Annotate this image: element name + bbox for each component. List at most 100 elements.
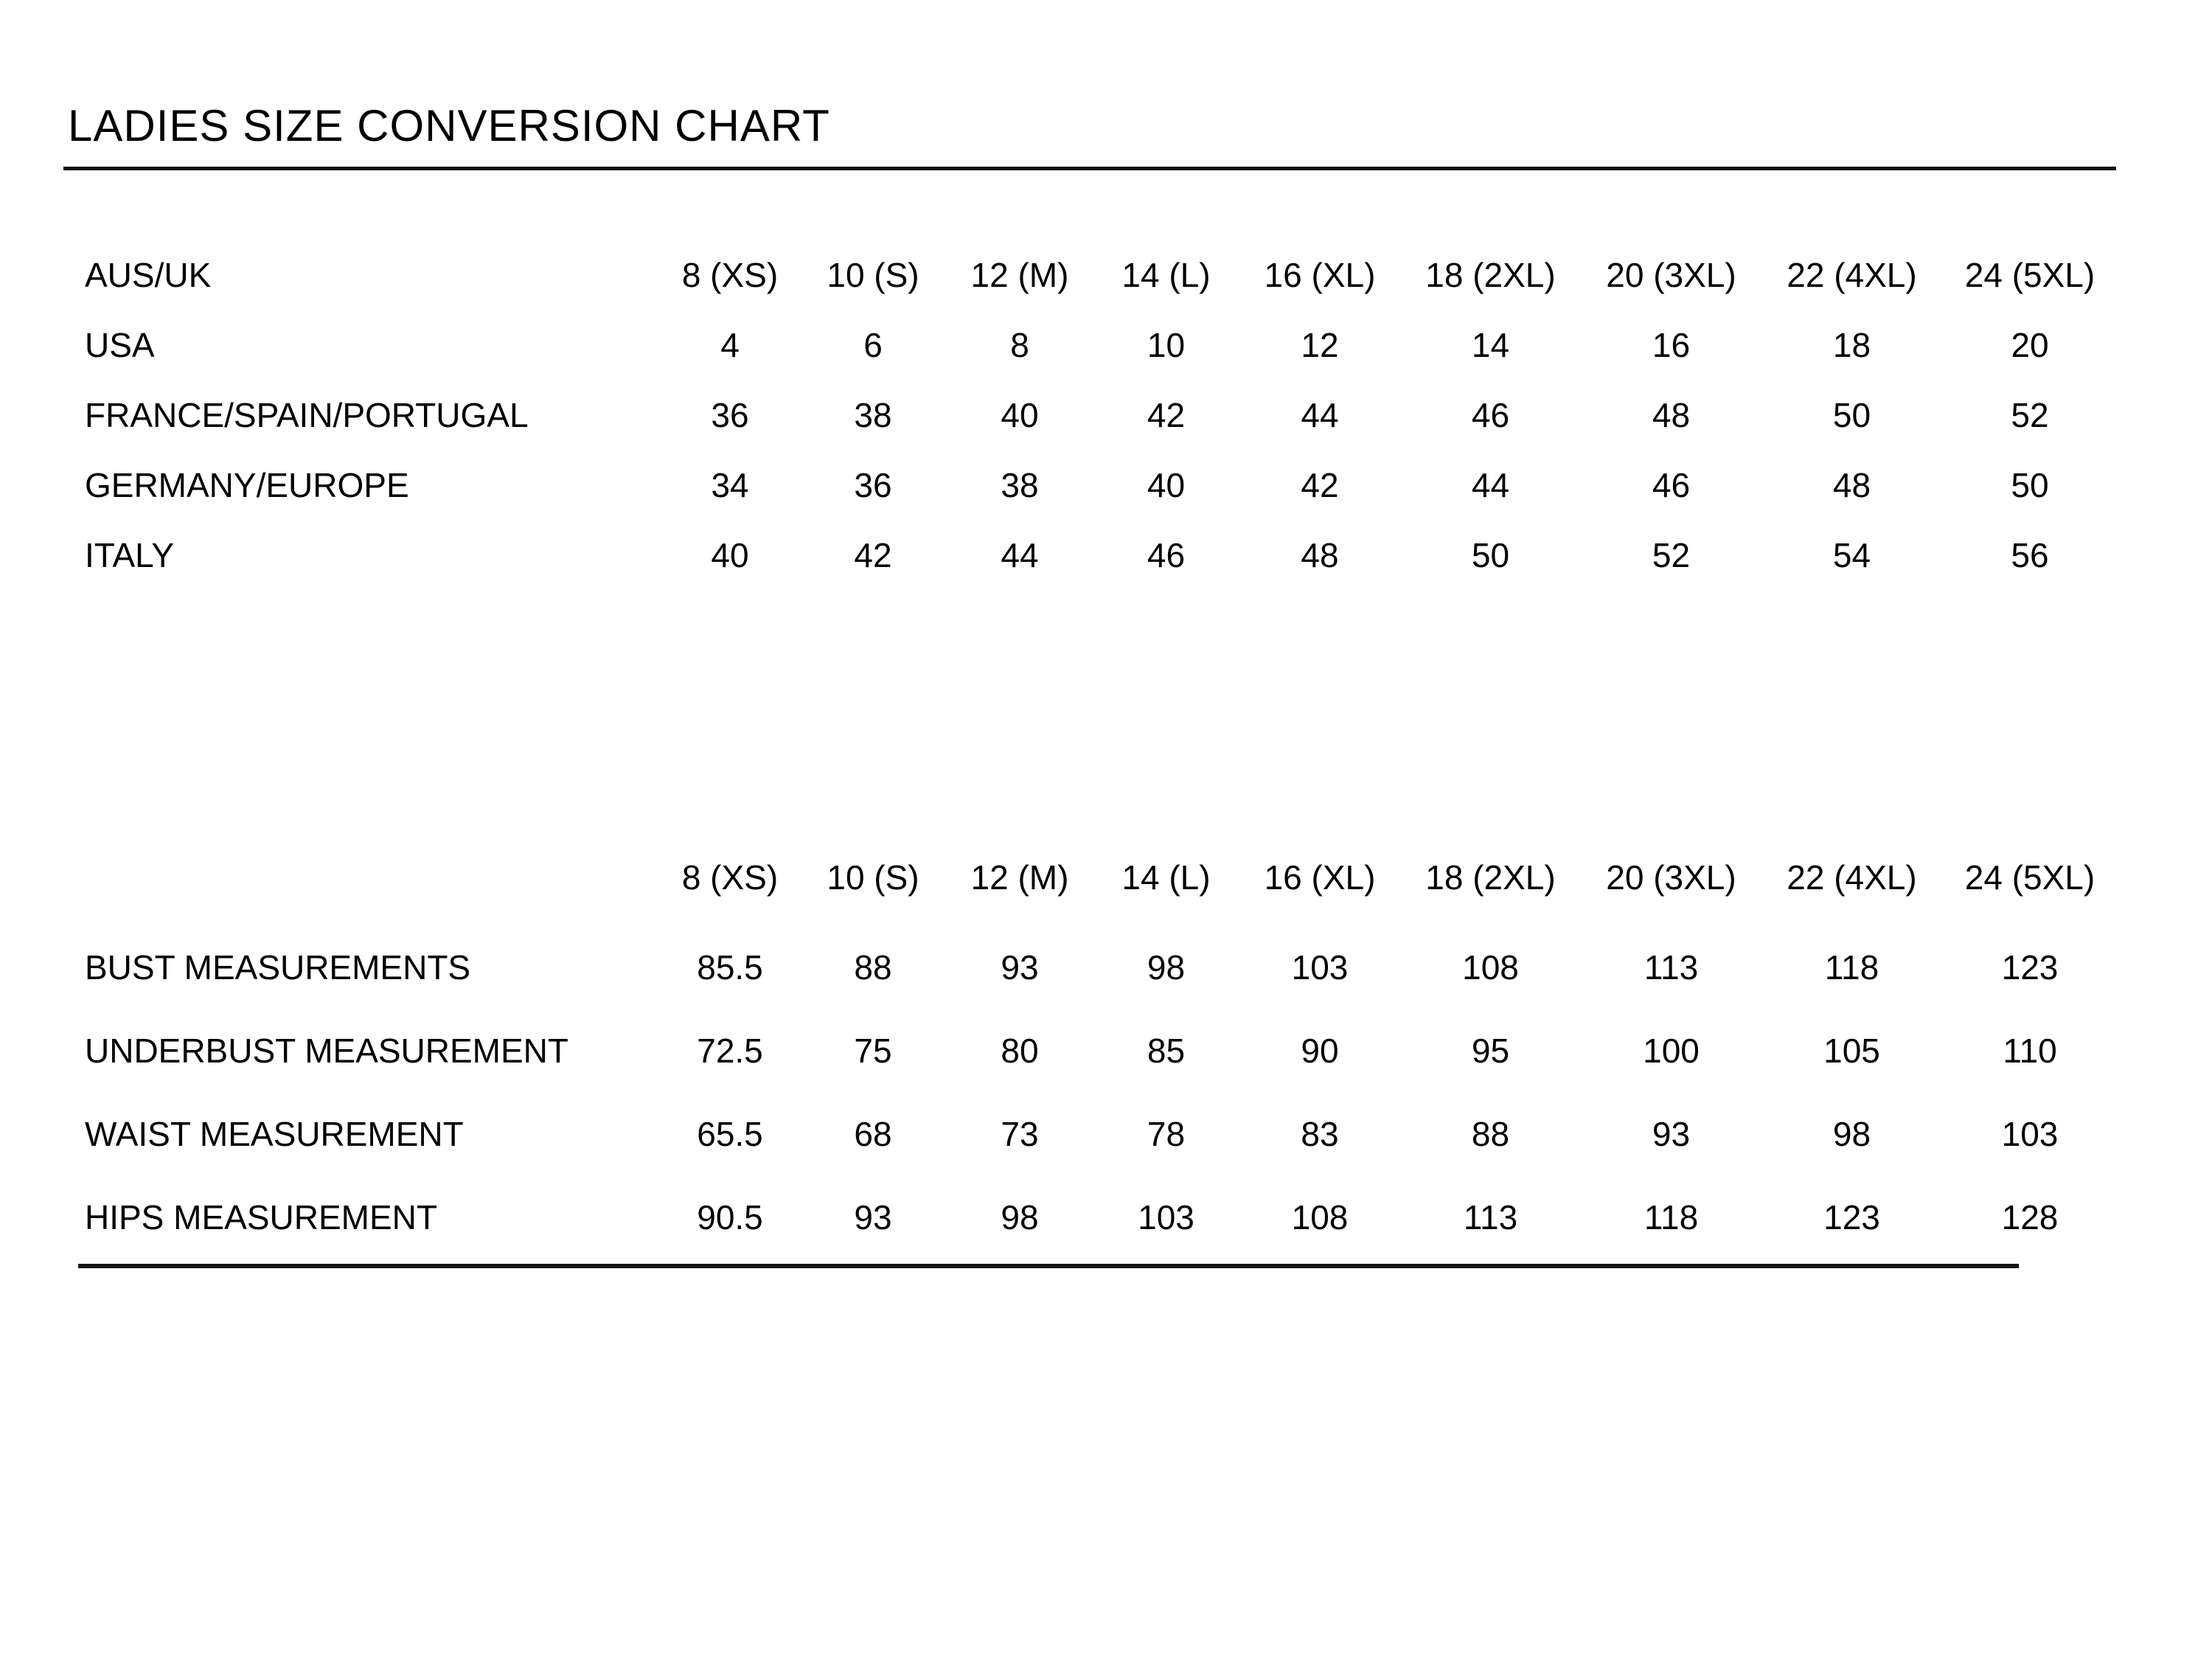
table-cell: 6 [863,325,883,364]
size-column-header: 24 (5XL) [1964,255,2096,294]
table-header-row: AUS/UK 8 (XS) 10 (S) 12 (M) 14 (L) 16 (XL) 18 … [85,240,2118,310]
row-label: FRANCE/SPAIN/PORTUGAL [85,395,529,434]
table-row: HIPS MEASUREMENT 90.5 93 98 103 108 113 118 123 1… [85,1175,2118,1259]
table-cell: 46 [1147,535,1186,574]
table-cell: 46 [1471,395,1510,434]
size-column-header: 12 (M) [970,255,1069,294]
table-cell: 110 [2003,1031,2057,1070]
size-column-header: 8 (XS) [681,255,779,294]
table-cell: 88 [1471,1114,1510,1153]
table-cell: 103 [1291,947,1349,987]
table-header-label [85,830,660,925]
table-cell: 52 [2011,395,2049,434]
size-column-header: 12 (M) [970,858,1069,897]
table-cell: 98 [1147,947,1186,987]
table-cell: 50 [1471,535,1510,574]
table-cell: 42 [1147,395,1186,434]
table-cell: 18 [1832,325,1871,364]
table-row: ITALY 40 42 44 46 48 50 52 54 56 [85,520,2118,590]
table-row: WAIST MEASUREMENT 65.5 68 73 78 83 88 93 98 103 [85,1092,2118,1175]
row-label: ITALY [85,535,174,574]
table-cell: 113 [1644,947,1699,987]
table-cell: 90 [1301,1031,1339,1070]
table-cell: 40 [1001,395,1039,434]
table-header-row: 8 (XS) 10 (S) 12 (M) 14 (L) 16 (XL) 18 (2XL) 2… [85,830,2118,925]
table-cell: 65.5 [697,1114,763,1153]
row-label: HIPS MEASUREMENT [85,1197,437,1237]
table-row: GERMANY/EUROPE 34 36 38 40 42 44 46 48 50 [85,450,2118,520]
size-column-header: 22 (4XL) [1787,255,1917,294]
size-column-header: 8 (XS) [681,858,779,897]
table-cell: 85 [1147,1031,1186,1070]
table-cell: 85.5 [697,947,763,987]
bottom-divider-line [78,1264,2019,1268]
table-cell: 8 [1010,325,1029,364]
table-cell: 103 [1138,1197,1194,1237]
table-cell: 50 [2011,465,2049,504]
row-label: WAIST MEASUREMENT [85,1114,464,1153]
table-row: UNDERBUST MEASUREMENT 72.5 75 80 85 90 95 100 10… [85,1009,2118,1092]
table-cell: 40 [711,535,749,574]
table-row: FRANCE/SPAIN/PORTUGAL 36 38 40 42 44 46 48 50 52 [85,380,2118,450]
table-cell: 48 [1301,535,1339,574]
table-cell: 48 [1652,395,1691,434]
table-cell: 73 [1001,1114,1039,1153]
body-measurement-table: 8 (XS) 10 (S) 12 (M) 14 (L) 16 (XL) 18 (2XL) 2… [85,830,2118,1259]
table-cell: 123 [1823,1197,1880,1237]
size-column-header: 16 (XL) [1264,255,1376,294]
row-label: UNDERBUST MEASUREMENT [85,1031,568,1070]
table-cell: 93 [1001,947,1039,987]
size-column-header: 18 (2XL) [1425,255,1556,294]
table-cell: 78 [1147,1114,1186,1153]
size-column-header: 16 (XL) [1264,858,1376,897]
table-cell: 12 [1301,325,1339,364]
table-cell: 108 [1462,947,1519,987]
size-column-header: 14 (L) [1121,858,1211,897]
table-cell: 46 [1652,465,1691,504]
table-cell: 52 [1652,535,1691,574]
table-cell: 38 [1001,465,1039,504]
table-cell: 54 [1832,535,1871,574]
table-cell: 100 [1643,1031,1700,1070]
page-title: LADIES SIZE CONVERSION CHART [68,101,830,150]
table-cell: 42 [854,535,892,574]
table-cell: 80 [1001,1031,1039,1070]
table-cell: 98 [1001,1197,1039,1237]
table-cell: 103 [2001,1114,2059,1153]
size-column-header: 10 (S) [827,858,919,897]
size-column-header: 18 (2XL) [1425,858,1556,897]
table-cell: 95 [1471,1031,1510,1070]
size-column-header: 24 (5XL) [1964,858,2096,897]
table-cell: 48 [1832,465,1871,504]
table-cell: 75 [854,1031,892,1070]
table-cell: 113 [1463,1197,1518,1237]
table-cell: 36 [854,465,892,504]
row-label: USA [85,325,155,364]
table-cell: 16 [1652,325,1691,364]
table-cell: 20 [2011,325,2049,364]
title-divider-line [63,167,2116,170]
table-cell: 44 [1301,395,1339,434]
table-cell: 4 [720,325,740,364]
table-cell: 44 [1471,465,1510,504]
table-cell: 50 [1832,395,1871,434]
table-cell: 90.5 [697,1197,763,1237]
table-cell: 38 [854,395,892,434]
size-column-header: 20 (3XL) [1606,255,1736,294]
table-cell: 72.5 [697,1031,763,1070]
table-cell: 105 [1823,1031,1880,1070]
table-cell: 83 [1301,1114,1339,1153]
table-cell: 34 [711,465,749,504]
table-cell: 93 [1652,1114,1691,1153]
table-cell: 44 [1001,535,1039,574]
table-cell: 118 [1824,947,1879,987]
size-conversion-table: AUS/UK 8 (XS) 10 (S) 12 (M) 14 (L) 16 (XL) 18 … [85,240,2118,590]
table-cell: 36 [711,395,749,434]
table-header-label: AUS/UK [85,255,212,294]
table-cell: 68 [854,1114,892,1153]
row-label: GERMANY/EUROPE [85,465,409,504]
table-cell: 108 [1291,1197,1349,1237]
table-cell: 40 [1147,465,1186,504]
size-column-header: 14 (L) [1121,255,1211,294]
